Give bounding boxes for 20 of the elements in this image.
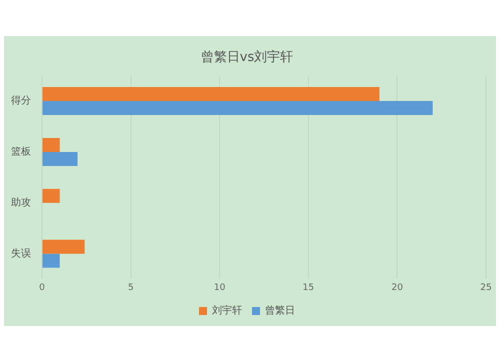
bar — [42, 152, 78, 166]
x-tick-label: 25 — [480, 282, 492, 293]
bar — [42, 101, 433, 116]
bar — [42, 254, 60, 268]
y-tick-label: 篮板 — [11, 146, 31, 158]
x-tick-label: 20 — [391, 282, 404, 293]
bar — [42, 87, 380, 102]
x-tick-label: 0 — [39, 282, 46, 293]
legend-label: 刘宇轩 — [212, 304, 242, 317]
x-tick-label: 10 — [214, 282, 226, 293]
y-tick-label: 得分 — [11, 94, 31, 107]
x-tick-label: 15 — [302, 282, 314, 293]
y-tick-label: 失误 — [11, 247, 31, 260]
chart-title: 曾繁日vs刘宇轩 — [200, 49, 294, 66]
x-tick-label: 5 — [128, 282, 134, 293]
y-tick-label: 助攻 — [11, 196, 31, 208]
bar — [42, 138, 60, 152]
bar — [42, 240, 85, 254]
legend-label: 曾繁日 — [265, 304, 295, 317]
bar — [42, 188, 60, 203]
